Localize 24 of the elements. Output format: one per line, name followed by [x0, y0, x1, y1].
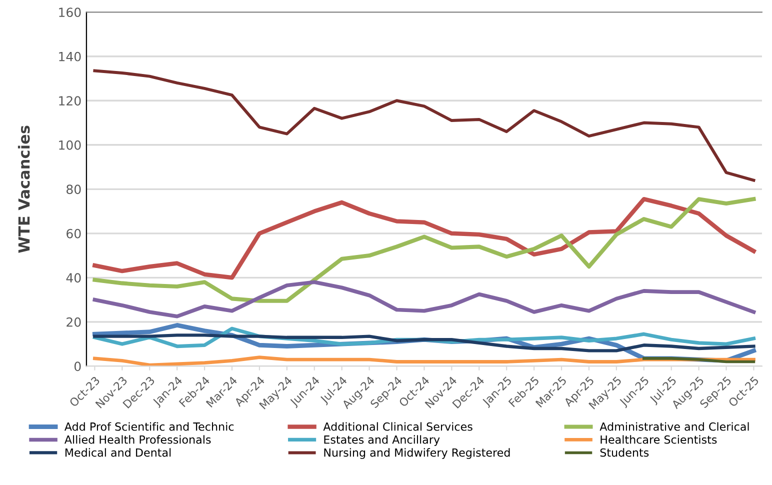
- y-tick-label: 120: [59, 96, 81, 106]
- legend-label: Allied Health Professionals: [64, 435, 211, 444]
- legend-label: Medical and Dental: [65, 448, 171, 457]
- y-tick-label: 160: [59, 8, 81, 18]
- legend-label: Add Prof Scientific and Technic: [64, 422, 234, 431]
- line-series: [93, 334, 756, 352]
- y-tick-label: 140: [59, 52, 81, 62]
- legend-label: Healthcare Scientists: [600, 435, 717, 444]
- legend-label: Nursing and Midwifery Registered: [324, 448, 510, 459]
- y-tick-label: 80: [66, 184, 81, 194]
- legend-label: Students: [600, 448, 649, 457]
- y-axis-title: WTE Vacancies: [18, 126, 30, 253]
- line-series: [92, 197, 756, 303]
- y-tick-label: 100: [59, 140, 81, 150]
- y-tick-label: 40: [66, 273, 81, 283]
- legend-label: Additional Clinical Services: [323, 422, 472, 431]
- legend-label: Estates and Ancillary: [324, 435, 440, 446]
- line-series: [93, 69, 756, 182]
- line-series: [92, 280, 756, 318]
- line-series: [92, 196, 756, 280]
- y-tick-label: 0: [74, 362, 81, 372]
- y-tick-label: 60: [66, 228, 81, 238]
- y-tick-label: 20: [66, 317, 81, 327]
- legend-label: Administrative and Clerical: [600, 422, 749, 431]
